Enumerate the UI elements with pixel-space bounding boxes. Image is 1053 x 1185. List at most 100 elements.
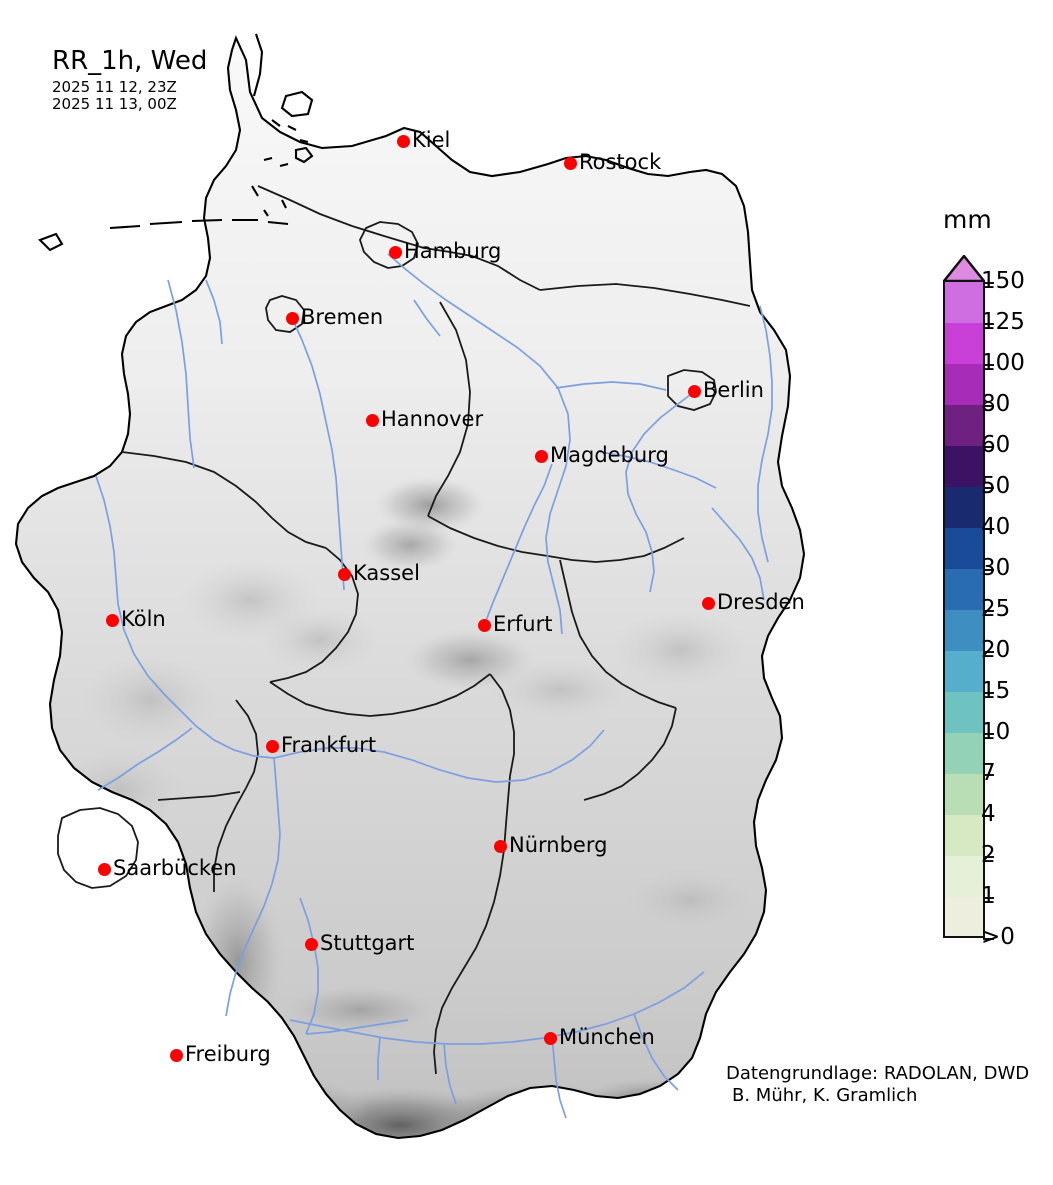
colorbar-band [943,815,985,856]
city-label: Frankfurt [281,733,377,757]
colorbar-tick-label: 100 [981,350,1025,376]
colorbar-tick [983,569,994,571]
colorbar-tick-label: 4 [981,801,996,827]
colorbar-tick [983,446,994,448]
colorbar-tick [983,323,994,325]
colorbar-tick-label: 2 [981,842,996,868]
colorbar-band [943,323,985,364]
colorbar-unit-label: mm [943,205,992,234]
city-dot-icon [305,938,318,951]
colorbar-tick-label: 125 [981,309,1025,335]
colorbar-band [943,610,985,651]
city-dot-icon [397,135,410,148]
city-label: Kassel [353,561,420,585]
colorbar-tick-label: 10 [981,719,1011,745]
colorbar-band [943,692,985,733]
colorbar-band [943,569,985,610]
colorbar-legend: mm 150 125 100 80 60 50 40 30 25 20 15 10 7 4 2 1 >0 [925,205,1053,965]
city-dot-icon [266,740,279,753]
city-dot-icon [106,614,119,627]
colorbar-tick-label: 40 [981,514,1011,540]
germany-map-svg [14,33,806,1140]
city-dot-icon [702,597,715,610]
city-dot-icon [286,312,299,325]
city-dot-icon [564,157,577,170]
timestamp-end: 2025 11 13, 00Z [52,95,177,113]
colorbar-tick-label: 50 [981,473,1011,499]
city-dot-icon [494,840,507,853]
city-label: München [559,1025,655,1049]
city-label: Köln [121,607,166,631]
colorbar-band [943,282,985,323]
city-label: Dresden [717,590,805,614]
colorbar-tick-label: 7 [981,760,996,786]
colorbar-tick [983,897,994,899]
city-label: Bremen [301,305,384,329]
colorbar-tick [983,856,994,858]
city-label: Saarbücken [113,856,237,880]
city-dot-icon [98,863,111,876]
city-label: Freiburg [185,1042,271,1066]
attribution-source: Datengrundlage: RADOLAN, DWD [726,1063,1030,1084]
colorbar-band [943,446,985,487]
colorbar-tick [983,364,994,366]
colorbar-tick [983,487,994,489]
city-dot-icon [338,568,351,581]
colorbar-tick [983,692,994,694]
timestamp-start: 2025 11 12, 23Z [52,78,177,96]
colorbar-tick [983,282,994,284]
colorbar-over-arrow [943,255,985,282]
attribution-authors: B. Mühr, K. Gramlich [732,1085,918,1106]
colorbar-band [943,651,985,692]
colorbar-tick-label: 1 [981,883,996,909]
colorbar-tick [983,528,994,530]
page-title: RR_1h, Wed [52,46,208,76]
colorbar-tick-label: 30 [981,555,1011,581]
attribution-block: Datengrundlage: RADOLAN, DWD B. Mühr, K.… [726,1063,1029,1107]
colorbar-band [943,856,985,897]
rivers-layer [95,253,773,1119]
colorbar-tick-label: 80 [981,391,1011,417]
city-label: Kiel [412,128,451,152]
city-label: Hannover [381,407,484,431]
colorbar-band [943,364,985,405]
city-label: Nürnberg [509,833,608,857]
colorbar-tick-label: 20 [981,637,1011,663]
city-dot-icon [688,385,701,398]
colorbar-tick [983,651,994,653]
timestamp-block: 2025 11 12, 23Z 2025 11 13, 00Z [52,79,207,113]
colorbar-tick-label: 15 [981,678,1011,704]
city-label: Rostock [579,150,662,174]
colorbar-tick [983,815,994,817]
city-dot-icon [535,450,548,463]
colorbar-tick-label: 25 [981,596,1011,622]
colorbar-tick-label: >0 [981,924,1015,950]
colorbar-body [943,255,985,938]
city-dot-icon [544,1032,557,1045]
city-label: Berlin [703,378,764,402]
colorbar-tick-label: 60 [981,432,1011,458]
colorbar-tick-label: 150 [981,268,1025,294]
state-borders [57,185,751,1075]
colorbar-band [943,487,985,528]
precipitation-map[interactable]: Kiel Rostock Hamburg Bremen Berlin Hannover Ma… [0,0,920,1185]
colorbar-band [943,897,985,938]
city-label: Stuttgart [320,931,415,955]
city-dot-icon [170,1049,183,1062]
colorbar-tick [983,405,994,407]
colorbar-band [943,528,985,569]
colorbar-tick [983,774,994,776]
national-border [14,33,806,1140]
colorbar-tick [983,733,994,735]
city-dot-icon [389,246,402,259]
city-label: Magdeburg [550,443,669,467]
colorbar-tick [983,938,994,940]
city-dot-icon [366,414,379,427]
colorbar-band [943,774,985,815]
colorbar-band [943,405,985,446]
title-block: RR_1h, Wed 2025 11 12, 23Z 2025 11 13, 0… [52,46,207,113]
colorbar-band [943,733,985,774]
city-label: Erfurt [493,612,553,636]
colorbar-tick [983,610,994,612]
